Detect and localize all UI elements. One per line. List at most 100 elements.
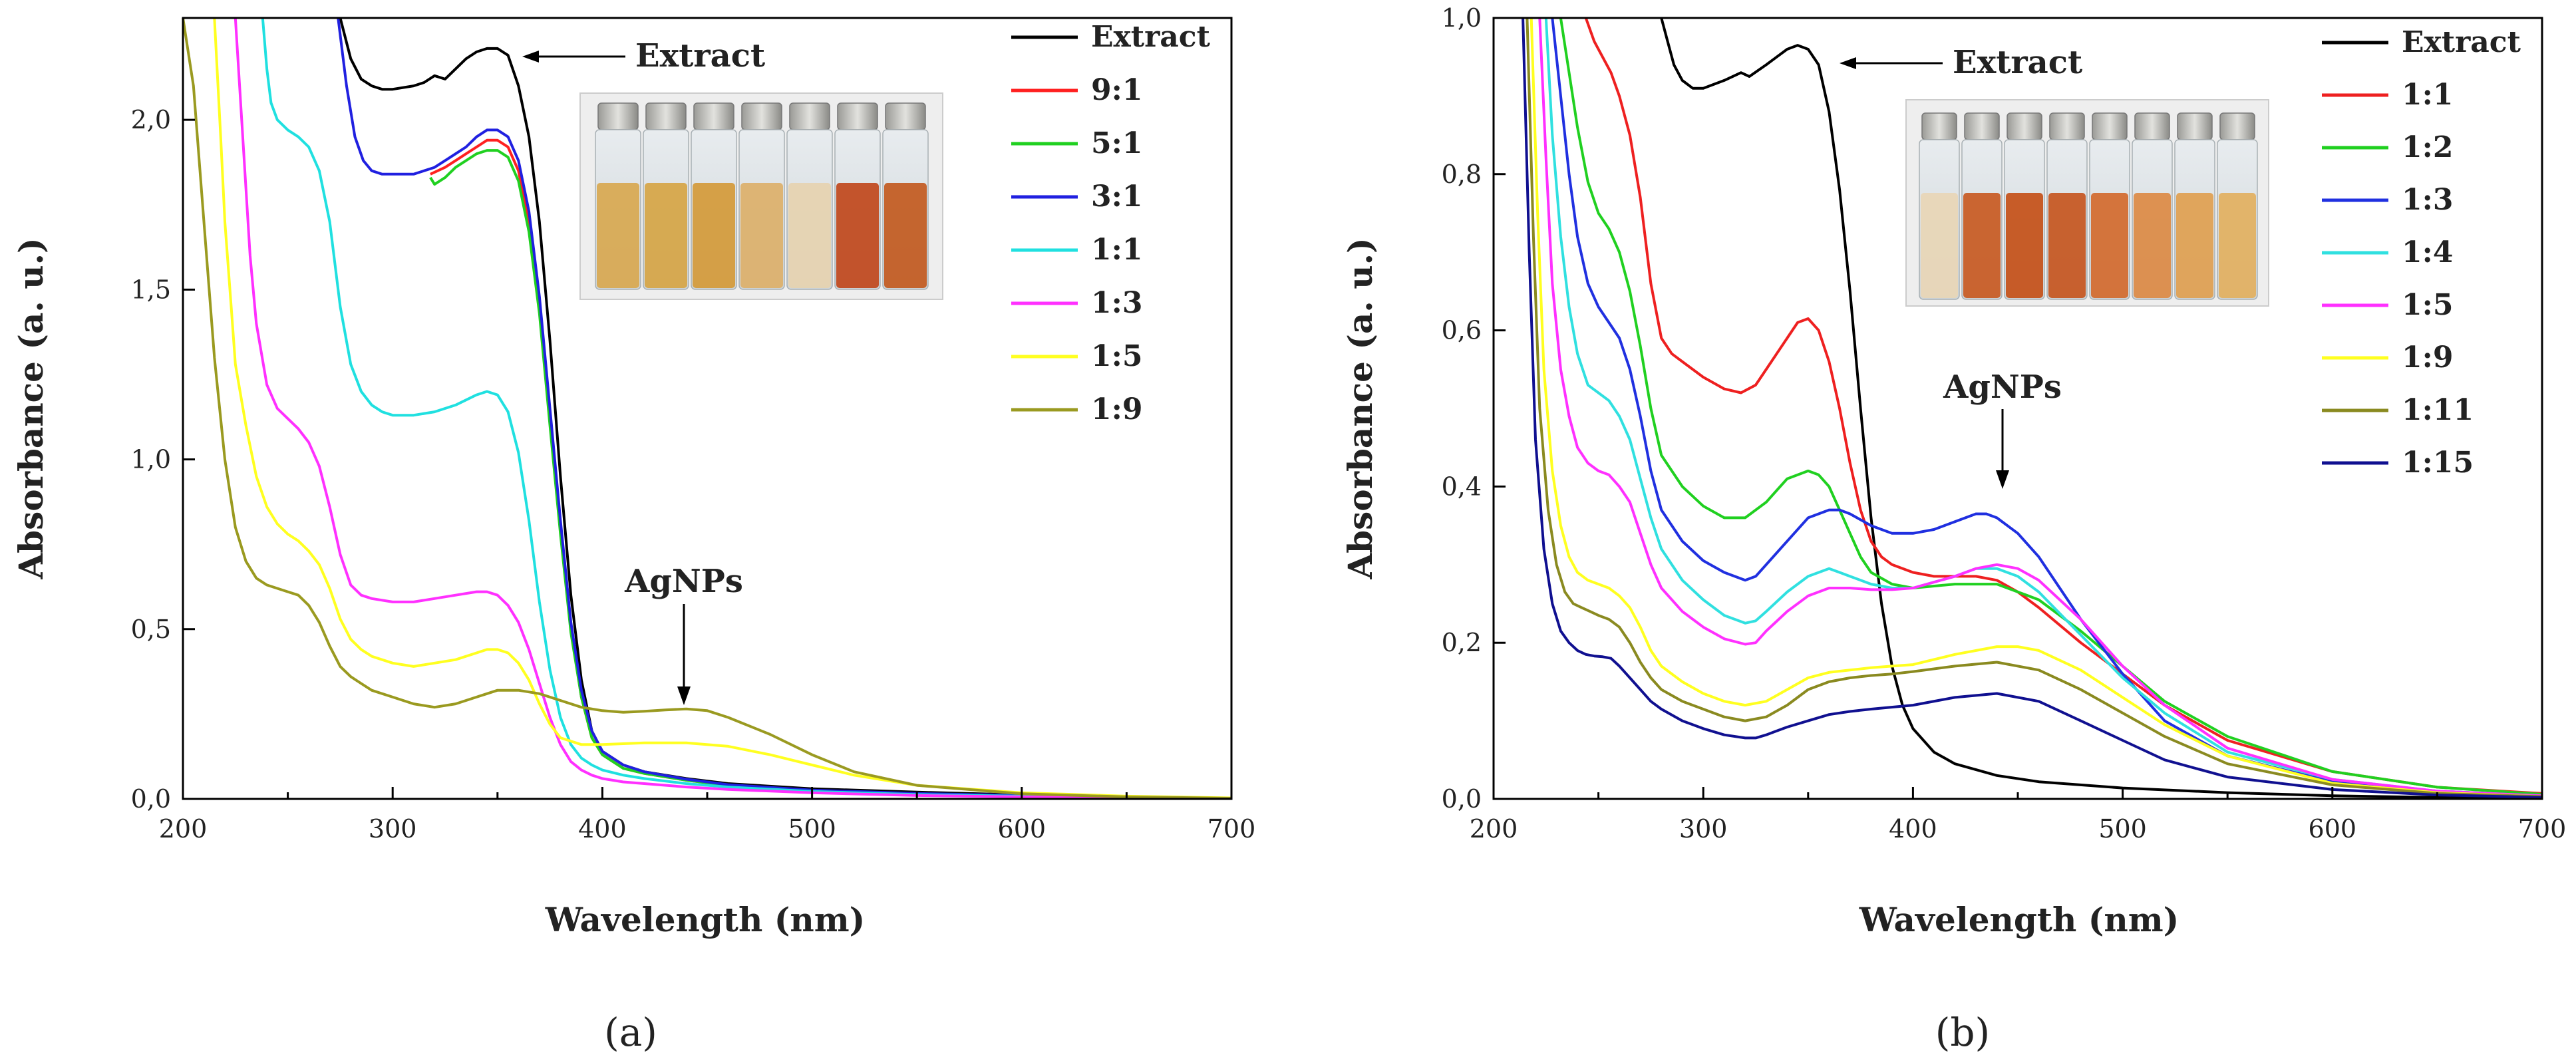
x-tick-label: 500 — [2098, 814, 2147, 843]
legend-label-6: 1:9 — [2402, 341, 2453, 375]
vial-row — [1919, 112, 2258, 300]
legend-label-5: 1:5 — [2402, 288, 2453, 322]
series-line-4 — [261, 17, 1232, 800]
x-tick-label: 400 — [1889, 814, 1937, 843]
vial — [738, 102, 785, 290]
chart-panel-b: 200 300 400 500 600 700 0,0 0,2 0,4 0,6 0,8 1,0 Wa… — [1341, 3, 2566, 1055]
panel-label: (b) — [1935, 1010, 1990, 1055]
legend-label-1: 1:1 — [2402, 78, 2453, 112]
y-tick-labels: 0,0 0,5 1,0 1,5 2,0 — [131, 105, 171, 814]
x-tick-label: 700 — [1208, 814, 1256, 843]
vial-row — [595, 102, 929, 290]
inset-photo — [1905, 99, 2269, 307]
vial — [2132, 112, 2173, 300]
annotation-extract: Extract — [522, 37, 765, 75]
vial — [2174, 112, 2215, 300]
series-line-0 — [1660, 17, 2543, 800]
y-tick-label: 1,0 — [131, 445, 171, 474]
plot-curves — [182, 17, 1232, 800]
legend: Extract 9:1 5:1 3:1 1:1 1:3 1:5 1:9 — [1011, 20, 1211, 426]
y-tick-label: 1,5 — [131, 275, 171, 304]
series-line-6 — [213, 17, 1232, 800]
y-tick-labels: 0,0 0,2 0,4 0,6 0,8 1,0 — [1442, 3, 1482, 814]
y-tick-label: 0,2 — [1442, 628, 1482, 657]
y-tick-label: 0,0 — [131, 784, 171, 814]
vial — [2004, 112, 2045, 300]
series-line-3 — [337, 17, 1232, 800]
series-line-2 — [1559, 17, 2543, 796]
x-tick-label: 500 — [788, 814, 836, 843]
legend-label-1: 9:1 — [1091, 73, 1142, 107]
annotation-extract: Extract — [1840, 44, 2082, 81]
series-line-5 — [1538, 17, 2543, 798]
y-tick-label: 2,0 — [131, 105, 171, 134]
legend-label-6: 1:5 — [1091, 339, 1142, 373]
annotation-agnps-label: AgNPs — [624, 563, 743, 600]
vial — [2046, 112, 2088, 300]
y-tick-label: 0,6 — [1442, 316, 1482, 345]
annotation-agnps: AgNPs — [624, 563, 743, 705]
legend-label-3: 1:3 — [2402, 183, 2453, 217]
legend-label-2: 1:2 — [2402, 130, 2453, 164]
x-tick-label: 400 — [578, 814, 627, 843]
chart-panel-a: 200 300 400 500 600 700 0,0 0,5 1,0 1,5 2,0 Wavel… — [11, 17, 1256, 1055]
x-tick-label: 200 — [159, 814, 208, 843]
x-tick-label: 300 — [1679, 814, 1728, 843]
series-line-1 — [1584, 17, 2543, 795]
vial — [643, 102, 689, 290]
axis-ticks — [182, 118, 1233, 800]
series-line-8 — [1522, 17, 2543, 799]
annotation-extract-label: Extract — [1953, 44, 2082, 81]
y-tick-label: 0,5 — [131, 615, 171, 644]
vial — [1961, 112, 2003, 300]
legend-label-4: 1:1 — [1091, 233, 1142, 267]
annotation-extract-label: Extract — [635, 37, 765, 75]
inset-photo — [579, 92, 943, 300]
legend-label-2: 5:1 — [1091, 126, 1142, 160]
legend-label-0: Extract — [1091, 20, 1211, 54]
legend-label-0: Extract — [2402, 25, 2521, 59]
plot-curves — [1522, 17, 2543, 800]
vial — [834, 102, 881, 290]
panel-label: (a) — [604, 1010, 657, 1055]
series-line-5 — [234, 17, 1232, 800]
legend-label-7: 1:11 — [2402, 393, 2474, 427]
x-tick-labels: 200 300 400 500 600 700 — [1470, 814, 2567, 843]
x-tick-labels: 200 300 400 500 600 700 — [159, 814, 1256, 843]
x-axis-label: Wavelength (nm) — [1859, 900, 2179, 939]
legend: Extract 1:1 1:2 1:3 1:4 1:5 1:9 1:11 1:15 — [2322, 25, 2521, 480]
vial — [595, 102, 641, 290]
legend-label-7: 1:9 — [1091, 392, 1142, 426]
annotation-agnps-label: AgNPs — [1943, 369, 2062, 406]
x-tick-label: 200 — [1470, 814, 1518, 843]
x-tick-label: 300 — [369, 814, 417, 843]
y-tick-label: 1,0 — [1442, 3, 1482, 33]
x-axis-label: Wavelength (nm) — [545, 900, 866, 939]
y-tick-label: 0,0 — [1442, 784, 1482, 814]
vial — [2089, 112, 2130, 300]
x-tick-label: 700 — [2518, 814, 2567, 843]
vial — [786, 102, 833, 290]
y-tick-label: 0,8 — [1442, 160, 1482, 189]
series-line-4 — [1544, 17, 2543, 798]
legend-label-8: 1:15 — [2402, 446, 2474, 480]
axis-ticks — [1492, 17, 2543, 800]
y-axis-label: Absorbance (a. u.) — [1341, 237, 1380, 579]
legend-label-3: 3:1 — [1091, 180, 1142, 214]
series-line-7 — [1526, 17, 2543, 798]
x-tick-label: 600 — [998, 814, 1046, 843]
vial — [1919, 112, 1960, 300]
x-tick-label: 600 — [2309, 814, 2357, 843]
vial — [691, 102, 737, 290]
y-axis-label: Absorbance (a. u.) — [11, 237, 51, 579]
vial — [882, 102, 929, 290]
vial — [2217, 112, 2258, 300]
legend-label-4: 1:4 — [2402, 235, 2453, 269]
series-line-3 — [1551, 17, 2543, 798]
series-line-6 — [1530, 17, 2543, 798]
annotation-agnps: AgNPs — [1943, 369, 2062, 489]
y-tick-label: 0,4 — [1442, 472, 1482, 501]
series-line-7 — [182, 17, 1232, 800]
legend-label-5: 1:3 — [1091, 286, 1142, 320]
